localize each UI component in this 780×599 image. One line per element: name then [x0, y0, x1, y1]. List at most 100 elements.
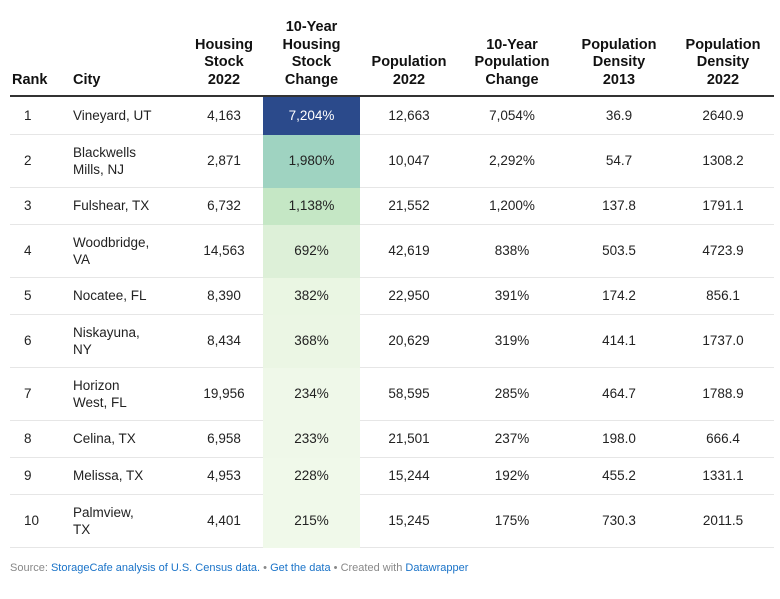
cell-housing-change: 7,204% — [263, 96, 360, 135]
get-data-link[interactable]: Get the data — [270, 562, 331, 574]
cell-rank: 1 — [10, 96, 65, 135]
cell-housing-stock: 8,390 — [185, 277, 263, 315]
cell-population: 22,950 — [360, 277, 458, 315]
cell-density-2013: 198.0 — [566, 420, 672, 458]
cell-housing-change: 692% — [263, 224, 360, 278]
cell-housing-stock: 6,958 — [185, 420, 263, 458]
cell-population: 12,663 — [360, 96, 458, 135]
cell-housing-stock: 4,163 — [185, 96, 263, 135]
cell-city: Celina, TX — [65, 420, 185, 458]
cell-density-2022: 2640.9 — [672, 96, 774, 135]
table-row: 5 Nocatee, FL 8,390 382% 22,950 391% 174.2 856.… — [10, 277, 774, 315]
cell-density-2013: 36.9 — [566, 96, 672, 135]
header-density-2022: Population Density 2022 — [672, 0, 774, 97]
cell-density-2022: 2011.5 — [672, 494, 774, 548]
cell-density-2022: 666.4 — [672, 420, 774, 458]
cell-city: Melissa, TX — [65, 457, 185, 495]
cell-city: Woodbridge, VA — [65, 224, 185, 278]
source-link[interactable]: StorageCafe analysis of U.S. Census data… — [50, 562, 261, 574]
cell-population-change: 1,200% — [458, 187, 566, 225]
footer-sep: • — [260, 562, 271, 574]
cell-city: Blackwells Mills, NJ — [65, 134, 185, 188]
cell-population-change: 192% — [458, 457, 566, 495]
table-body: 1 Vineyard, UT 4,163 7,204% 12,663 7,054% 36.9… — [10, 96, 774, 548]
cell-population-change: 175% — [458, 494, 566, 548]
cell-population: 15,244 — [360, 457, 458, 495]
cell-housing-stock: 2,871 — [185, 134, 263, 188]
cell-rank: 4 — [10, 224, 65, 278]
header-rank: Rank — [10, 0, 65, 97]
cell-density-2013: 414.1 — [566, 314, 672, 368]
cell-population-change: 838% — [458, 224, 566, 278]
cell-density-2022: 1791.1 — [672, 187, 774, 225]
cell-population-change: 391% — [458, 277, 566, 315]
cell-rank: 8 — [10, 420, 65, 458]
cell-city: Nocatee, FL — [65, 277, 185, 315]
cell-city: Fulshear, TX — [65, 187, 185, 225]
cell-rank: 2 — [10, 134, 65, 188]
table-row: 2 Blackwells Mills, NJ 2,871 1,980% 10,047 2,2… — [10, 134, 774, 188]
cell-density-2022: 1331.1 — [672, 457, 774, 495]
cell-housing-stock: 19,956 — [185, 367, 263, 421]
cell-rank: 3 — [10, 187, 65, 225]
cell-density-2013: 464.7 — [566, 367, 672, 421]
cell-housing-change: 1,138% — [263, 187, 360, 225]
cell-rank: 5 — [10, 277, 65, 315]
cell-population-change: 285% — [458, 367, 566, 421]
header-housing-change: 10-Year Housing Stock Change — [263, 0, 360, 97]
cell-population-change: 237% — [458, 420, 566, 458]
table-row: 10 Palmview, TX 4,401 215% 15,245 175% 730.3 201… — [10, 494, 774, 548]
source-prefix: Source: — [10, 562, 51, 574]
cell-density-2022: 856.1 — [672, 277, 774, 315]
cell-population: 15,245 — [360, 494, 458, 548]
cell-density-2013: 54.7 — [566, 134, 672, 188]
table-row: 4 Woodbridge, VA 14,563 692% 42,619 838% 503.5 4… — [10, 224, 774, 278]
cell-housing-change: 368% — [263, 314, 360, 368]
cell-population-change: 7,054% — [458, 96, 566, 135]
header-housing-stock: Housing Stock 2022 — [185, 0, 263, 97]
cell-population: 10,047 — [360, 134, 458, 188]
cell-housing-change: 233% — [263, 420, 360, 458]
cell-housing-stock: 4,953 — [185, 457, 263, 495]
table-row: 3 Fulshear, TX 6,732 1,138% 21,552 1,200% 137.… — [10, 187, 774, 225]
cell-density-2013: 730.3 — [566, 494, 672, 548]
cell-housing-stock: 8,434 — [185, 314, 263, 368]
cell-city: Vineyard, UT — [65, 96, 185, 135]
header-city: City — [65, 0, 185, 97]
created-with: • Created with — [330, 562, 406, 574]
cell-population: 20,629 — [360, 314, 458, 368]
cell-rank: 7 — [10, 367, 65, 421]
table-row: 6 Niskayuna, NY 8,434 368% 20,629 319% 414.1 173… — [10, 314, 774, 368]
table-row: 8 Celina, TX 6,958 233% 21,501 237% 198.0 666.4 — [10, 420, 774, 458]
cell-rank: 6 — [10, 314, 65, 368]
cell-density-2022: 1308.2 — [672, 134, 774, 188]
footer: Source: StorageCafe analysis of U.S. Cen… — [10, 562, 468, 574]
cell-housing-change: 228% — [263, 457, 360, 495]
cell-density-2022: 4723.9 — [672, 224, 774, 278]
cell-housing-stock: 14,563 — [185, 224, 263, 278]
cell-density-2013: 455.2 — [566, 457, 672, 495]
cell-housing-stock: 6,732 — [185, 187, 263, 225]
datawrapper-link[interactable]: Datawrapper — [405, 562, 469, 574]
cell-housing-change: 215% — [263, 494, 360, 548]
cell-housing-change: 382% — [263, 277, 360, 315]
table-row: 1 Vineyard, UT 4,163 7,204% 12,663 7,054% 36.9… — [10, 96, 774, 135]
cell-housing-change: 1,980% — [263, 134, 360, 188]
cell-density-2013: 137.8 — [566, 187, 672, 225]
cell-density-2013: 174.2 — [566, 277, 672, 315]
cell-rank: 10 — [10, 494, 65, 548]
cell-housing-change: 234% — [263, 367, 360, 421]
header-population: Population 2022 — [360, 0, 458, 97]
cell-city: Horizon West, FL — [65, 367, 185, 421]
cell-city: Niskayuna, NY — [65, 314, 185, 368]
cell-rank: 9 — [10, 457, 65, 495]
cell-population-change: 2,292% — [458, 134, 566, 188]
cell-population: 42,619 — [360, 224, 458, 278]
cell-population: 21,552 — [360, 187, 458, 225]
cell-density-2022: 1788.9 — [672, 367, 774, 421]
header-density-2013: Population Density 2013 — [566, 0, 672, 97]
table-row: 9 Melissa, TX 4,953 228% 15,244 192% 455.2 1331… — [10, 457, 774, 495]
cell-city: Palmview, TX — [65, 494, 185, 548]
cell-housing-stock: 4,401 — [185, 494, 263, 548]
